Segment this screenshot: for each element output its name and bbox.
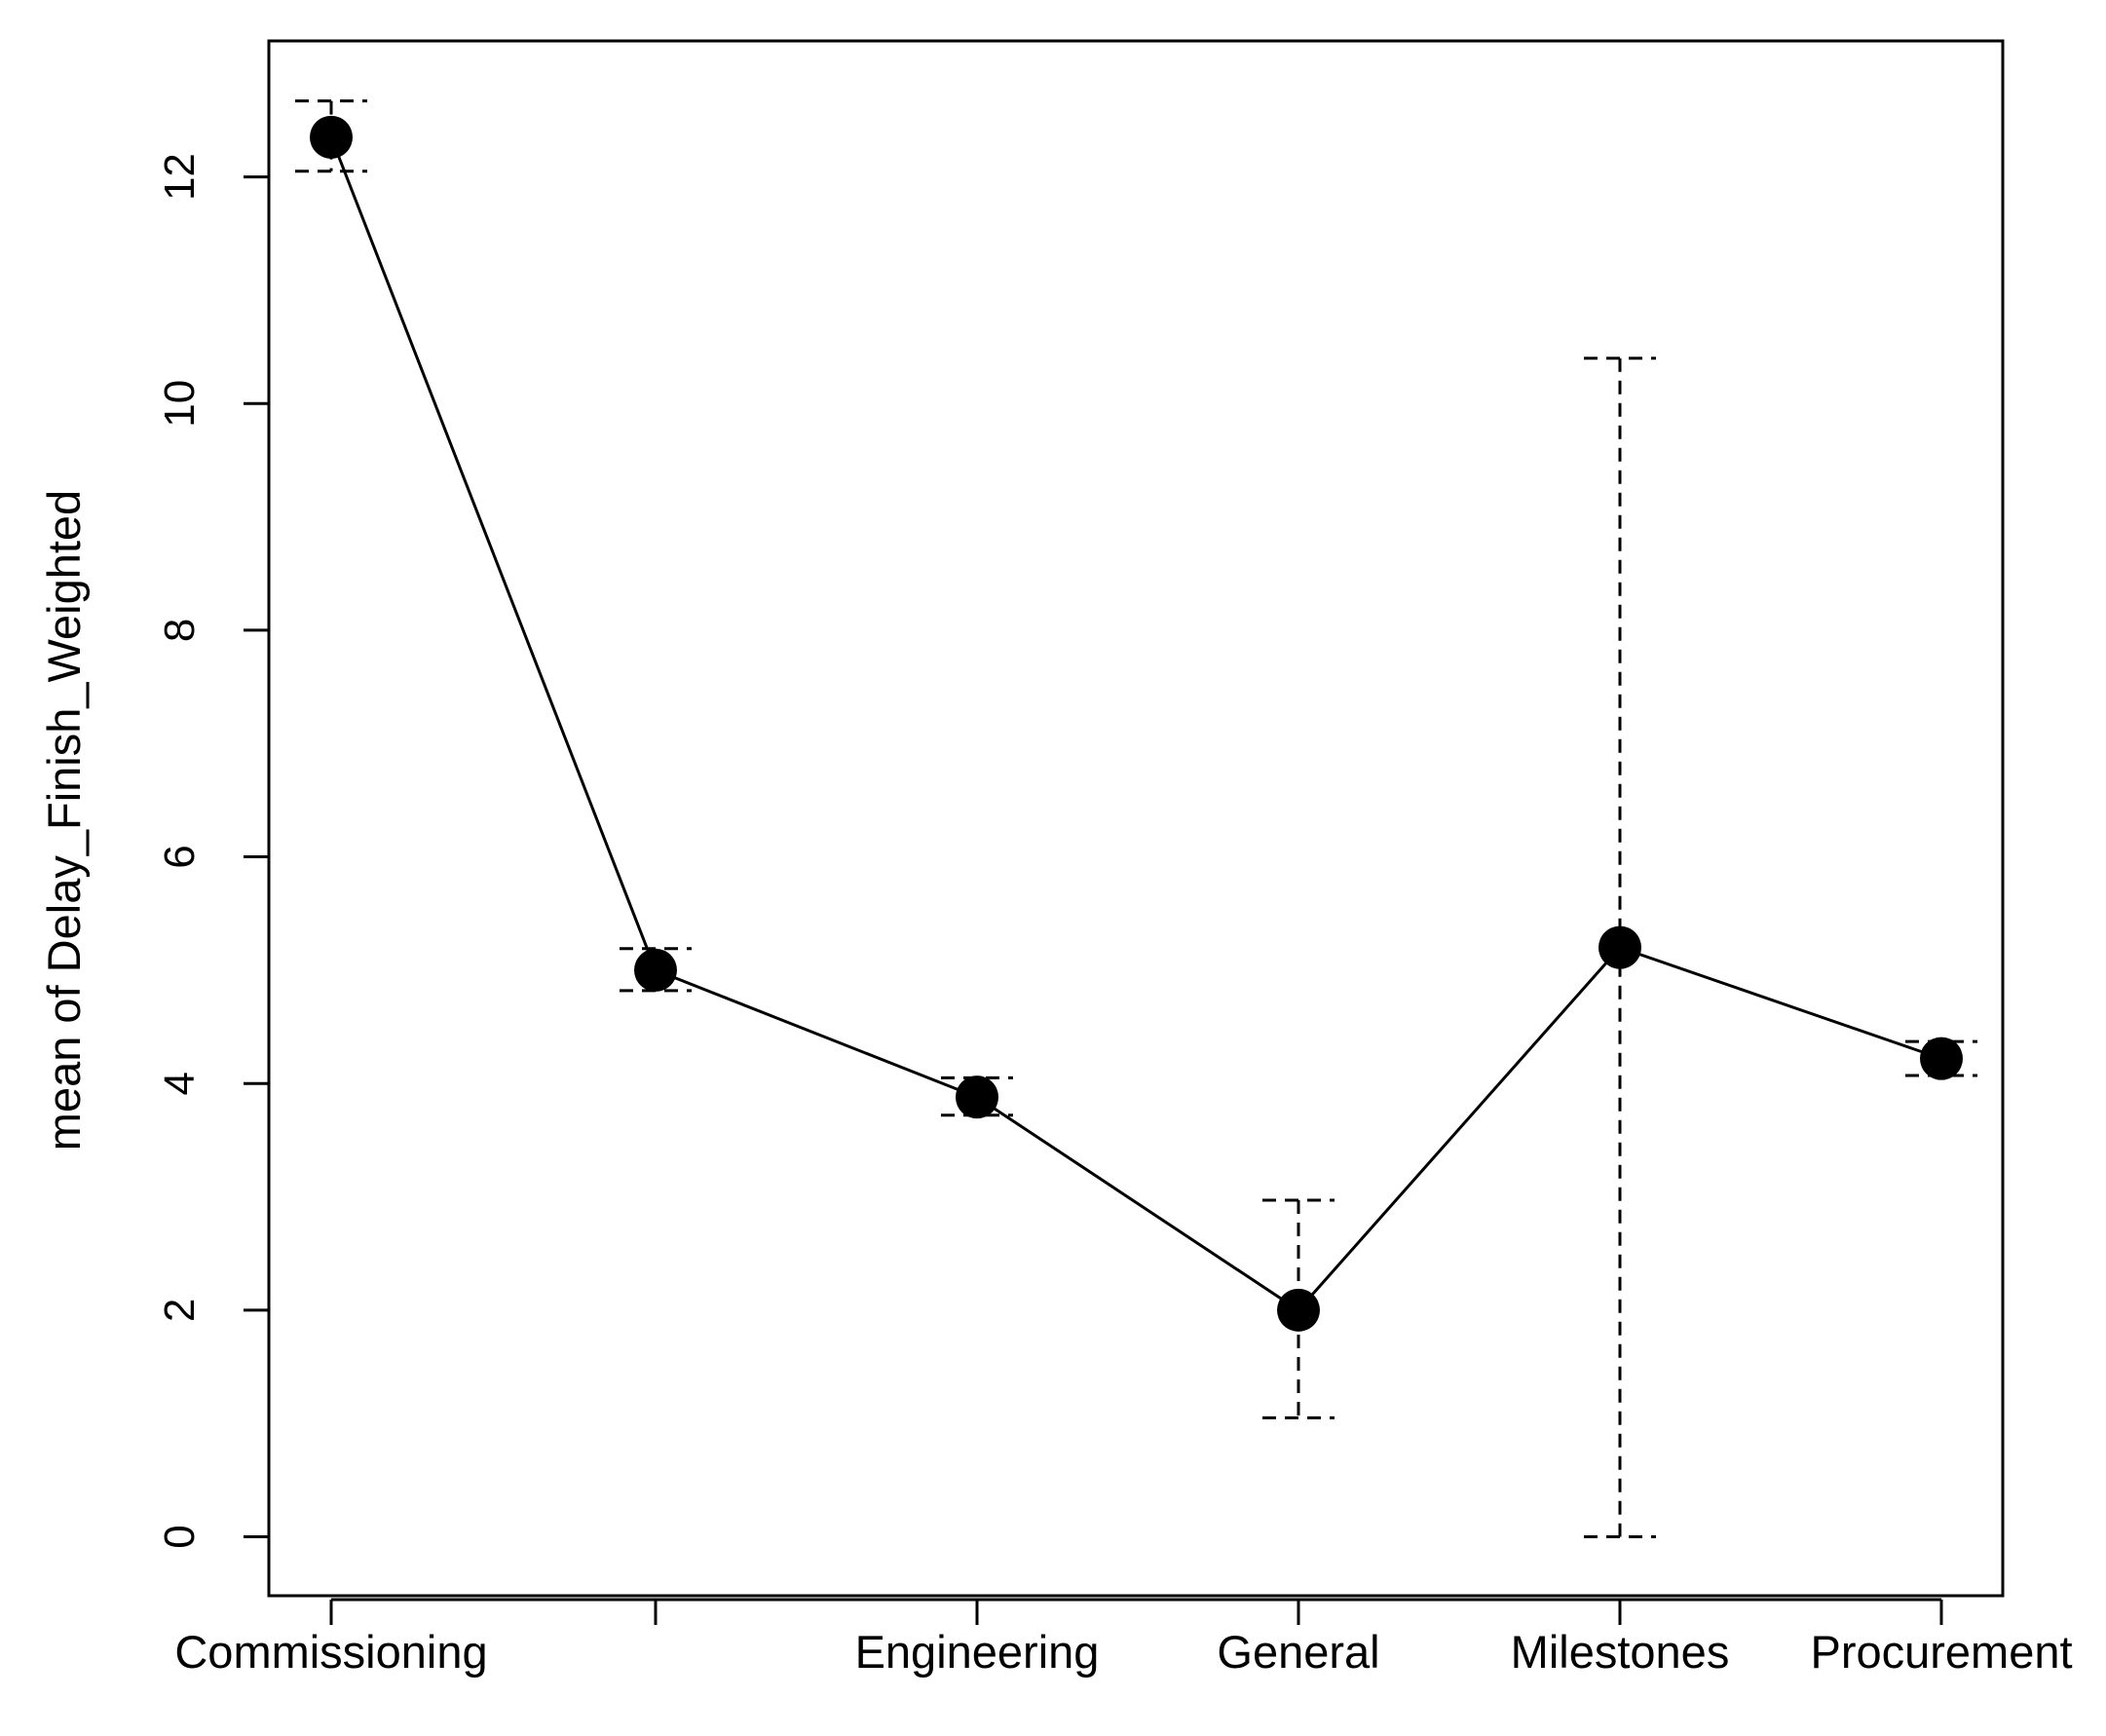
data-point [310,115,353,159]
x-tick-label: Engineering [855,1626,1100,1678]
labels: mean of Delay_Finish_Weighted [38,490,90,1151]
series-line [329,136,1942,1312]
y-tick-label: 12 [156,153,204,201]
x-tick-label: Commissioning [174,1626,487,1678]
y-tick-label: 2 [156,1299,204,1322]
y-tick-label: 0 [156,1525,204,1548]
data-point [956,1076,998,1119]
error-bars [295,99,1977,1539]
y-tick-label: 10 [156,380,204,428]
data-point [1920,1037,1963,1080]
series [310,115,1963,1332]
x-axis: Commissioning Engineering General Milestone… [174,1598,2073,1678]
x-tick-label: General [1217,1626,1379,1678]
plot-frame [267,39,2005,1598]
y-axis: 0 2 4 6 8 10 12 [156,153,271,1549]
y-tick-label: 6 [156,845,204,868]
y-tick-label: 8 [156,619,204,642]
data-point [1277,1288,1320,1332]
data-point [1598,925,1641,969]
y-tick-label: 4 [156,1072,204,1095]
data-point [634,948,677,992]
x-tick-label: Milestones [1511,1626,1730,1678]
y-axis-title: mean of Delay_Finish_Weighted [38,490,90,1151]
x-tick-label: Procurement [1810,1626,2072,1678]
